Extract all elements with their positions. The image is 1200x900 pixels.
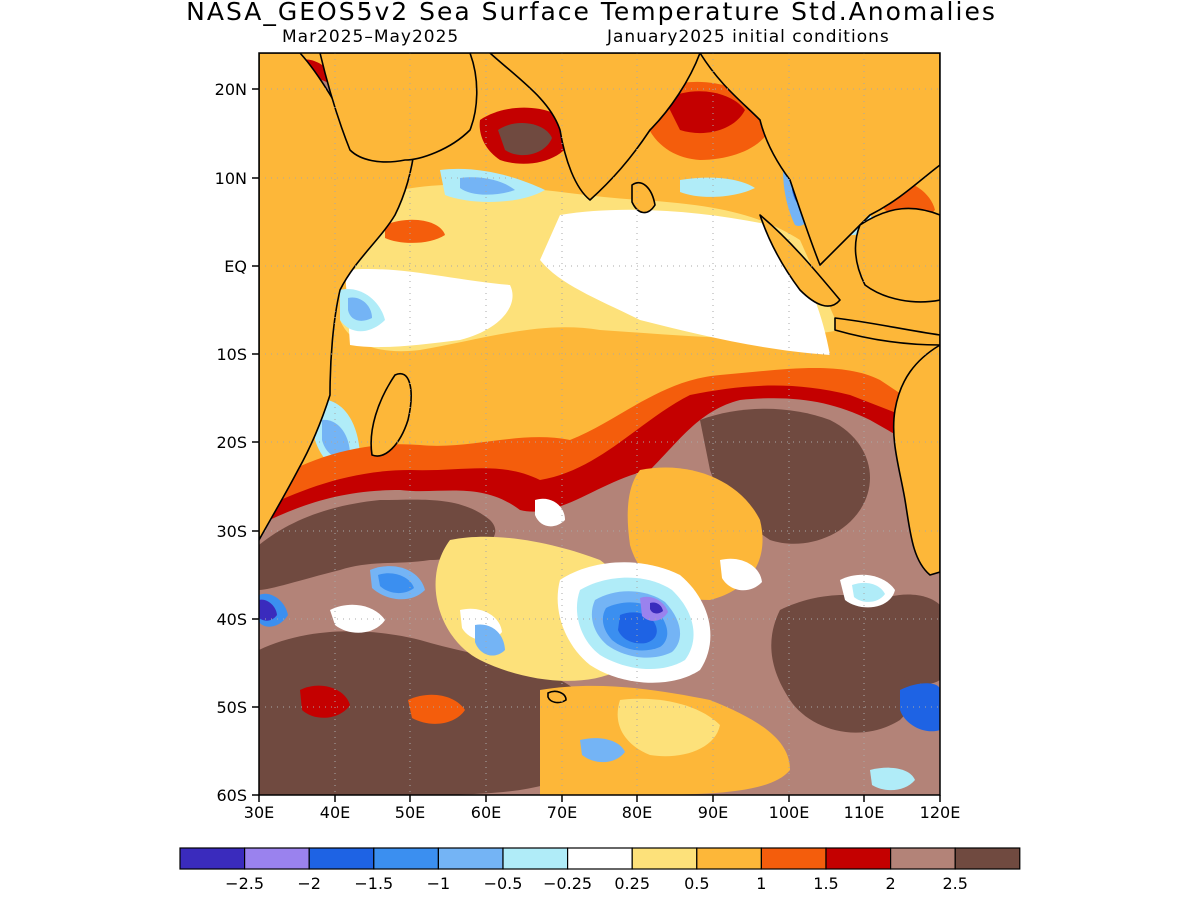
colorbar-swatch: [760, 847, 827, 870]
colorbar-label: 0.25: [614, 874, 650, 893]
colorbar-swatch: [437, 847, 504, 870]
colorbar-label: −1: [427, 874, 451, 893]
colorbar-label: 0.5: [684, 874, 709, 893]
lon-label: 90E: [698, 803, 728, 822]
lon-label: 60E: [471, 803, 501, 822]
lon-label: 80E: [622, 803, 652, 822]
colorbar-swatch: [244, 847, 310, 870]
lon-label: 100E: [769, 803, 810, 822]
colorbar-swatch: [889, 847, 956, 870]
colorbar-swatch: [566, 847, 633, 870]
lon-label: 50E: [395, 803, 425, 822]
colorbar-label: −2: [297, 874, 321, 893]
colorbar-label: 2: [886, 874, 896, 893]
colorbar-swatch: [179, 847, 246, 870]
graticule: [259, 53, 940, 795]
lat-label: 50S: [216, 698, 247, 717]
colorbar-swatch: [631, 847, 698, 870]
colorbar-label: 1.5: [813, 874, 838, 893]
colorbar-label: −0.5: [484, 874, 523, 893]
lat-label: 20S: [216, 433, 247, 452]
lat-label: 30S: [216, 522, 247, 541]
map-panel: [259, 53, 940, 795]
colorbar-swatch: [954, 847, 1021, 870]
map-title: NASA_GEOS5v2 Sea Surface Temperature Std…: [186, 0, 997, 26]
lon-label: 70E: [547, 803, 577, 822]
lat-label: EQ: [224, 257, 247, 276]
west-equatorial-neutral: [345, 268, 513, 348]
lon-label: 110E: [844, 803, 885, 822]
lat-label: 60S: [216, 786, 247, 805]
colorbar-legend: −2.5 −2 −1.5 −1 −0.5 −0.25 0.25 0.5 1 1.5 2 2.5: [179, 847, 1021, 893]
lon-label: 30E: [244, 803, 274, 822]
colorbar-label: 1: [756, 874, 766, 893]
colorbar-label: −0.25: [543, 874, 592, 893]
lat-label: 20N: [215, 80, 247, 99]
map-frame: [258, 52, 941, 796]
lon-label: 40E: [320, 803, 350, 822]
colorbar-label: −2.5: [225, 874, 264, 893]
colorbar-label: −1.5: [354, 874, 393, 893]
colorbar-swatch: [502, 847, 569, 870]
axis-ticks: [252, 88, 941, 802]
colorbar-label: 2.5: [942, 874, 967, 893]
longitude-labels: 30E 40E 50E 60E 70E 80E 90E 100E 110E 12…: [244, 803, 961, 822]
land-outlines: [259, 53, 940, 704]
lon-label: 120E: [920, 803, 961, 822]
latitude-labels: 20N 10N EQ 10S 20S 30S 40S 50S 60S: [215, 80, 247, 805]
lat-label: 10S: [216, 345, 247, 364]
colorbar-swatch: [308, 847, 375, 870]
equatorial-neutral: [540, 209, 830, 355]
colorbar-swatch: [373, 847, 439, 870]
colorbar-swatch: [825, 847, 892, 870]
forecast-period: Mar2025–May2025: [282, 27, 460, 47]
colorbar-swatch: [696, 847, 762, 870]
initial-conditions: January2025 initial conditions: [607, 27, 890, 47]
lat-label: 40S: [216, 610, 247, 629]
lat-label: 10N: [215, 169, 247, 188]
